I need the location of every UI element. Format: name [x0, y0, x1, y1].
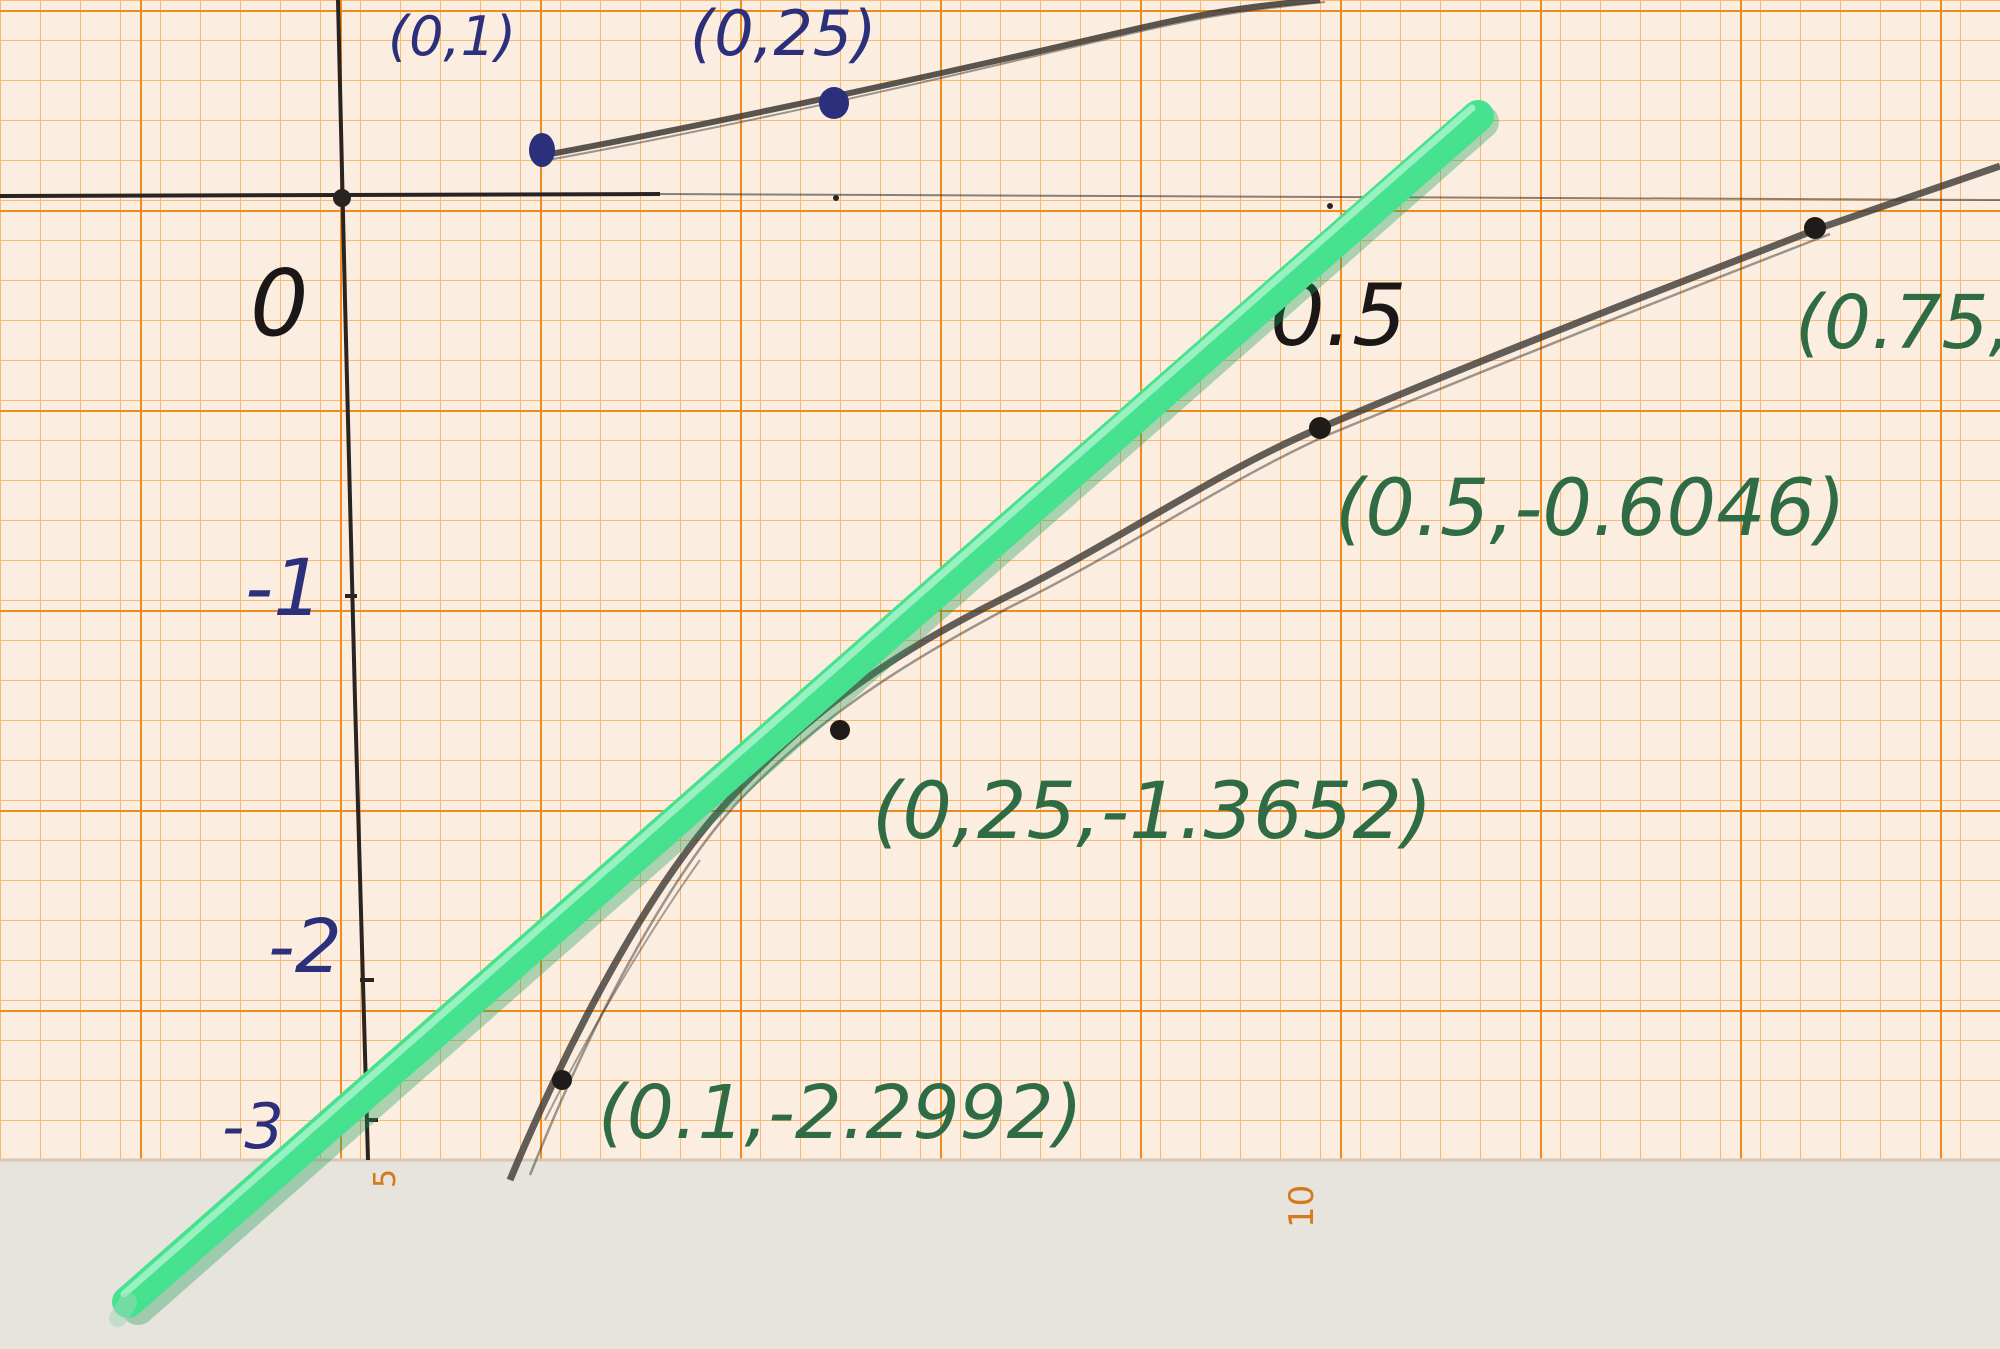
y-label-minus-2: -2 [268, 904, 342, 990]
upper-curve [529, 0, 1326, 167]
point-0-25 [830, 720, 850, 740]
label-point-0-5: (0.5,-0.6046) [1335, 464, 1846, 554]
table-surface [0, 1160, 2000, 1349]
axes [0, 0, 2000, 1161]
point-0-75 [1804, 217, 1826, 239]
edge-number-ten: 10 [1282, 1185, 1322, 1228]
upper-point-0-1 [529, 133, 555, 167]
label-point-0-75: (0.75, [1795, 280, 2000, 366]
handwritten-labels: 0 -1 -2 -3 0.5 (0,1) (0,25) (0.1,-2.2992… [222, 0, 2000, 1228]
green-straw-icon [109, 100, 1499, 1327]
point-0-5 [1309, 417, 1331, 439]
label-point-0-1: (0.1,-2.2992) [598, 1070, 1083, 1156]
upper-label-second: (0,25) [690, 0, 876, 70]
point-0-1 [552, 1070, 572, 1090]
x-axis [0, 192, 661, 198]
y-axis [336, 0, 370, 1161]
y-label-minus-1: -1 [245, 544, 323, 634]
edge-number-five: 5 [368, 1169, 403, 1188]
upper-point-0-25 [819, 87, 849, 119]
upper-label-first: (0,1) [388, 5, 516, 68]
y-label-minus-3: -3 [222, 1090, 284, 1163]
lower-curve [506, 162, 2000, 1182]
label-point-0-25: (0,25,-1.3652) [872, 767, 1432, 857]
origin-label: 0 [250, 250, 309, 357]
origin-dot [333, 189, 351, 207]
